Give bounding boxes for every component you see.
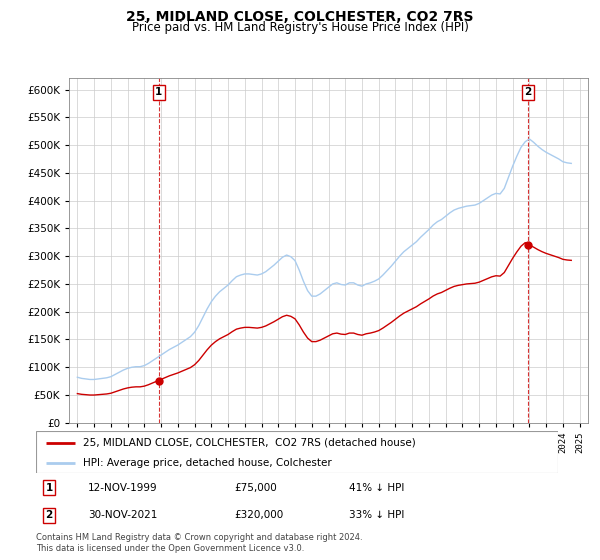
Text: 41% ↓ HPI: 41% ↓ HPI [349, 483, 404, 493]
Text: Price paid vs. HM Land Registry's House Price Index (HPI): Price paid vs. HM Land Registry's House … [131, 21, 469, 34]
Text: 33% ↓ HPI: 33% ↓ HPI [349, 510, 404, 520]
FancyBboxPatch shape [36, 431, 558, 473]
Text: £75,000: £75,000 [235, 483, 277, 493]
Text: £320,000: £320,000 [235, 510, 284, 520]
Text: 2: 2 [524, 87, 532, 97]
Text: 12-NOV-1999: 12-NOV-1999 [88, 483, 158, 493]
Text: 30-NOV-2021: 30-NOV-2021 [88, 510, 158, 520]
Text: 2: 2 [46, 510, 53, 520]
Text: 1: 1 [46, 483, 53, 493]
Text: 25, MIDLAND CLOSE, COLCHESTER,  CO2 7RS (detached house): 25, MIDLAND CLOSE, COLCHESTER, CO2 7RS (… [83, 438, 416, 448]
Text: HPI: Average price, detached house, Colchester: HPI: Average price, detached house, Colc… [83, 458, 332, 468]
Text: 25, MIDLAND CLOSE, COLCHESTER, CO2 7RS: 25, MIDLAND CLOSE, COLCHESTER, CO2 7RS [126, 10, 474, 24]
Text: 1: 1 [155, 87, 163, 97]
Text: Contains HM Land Registry data © Crown copyright and database right 2024.
This d: Contains HM Land Registry data © Crown c… [36, 533, 362, 553]
